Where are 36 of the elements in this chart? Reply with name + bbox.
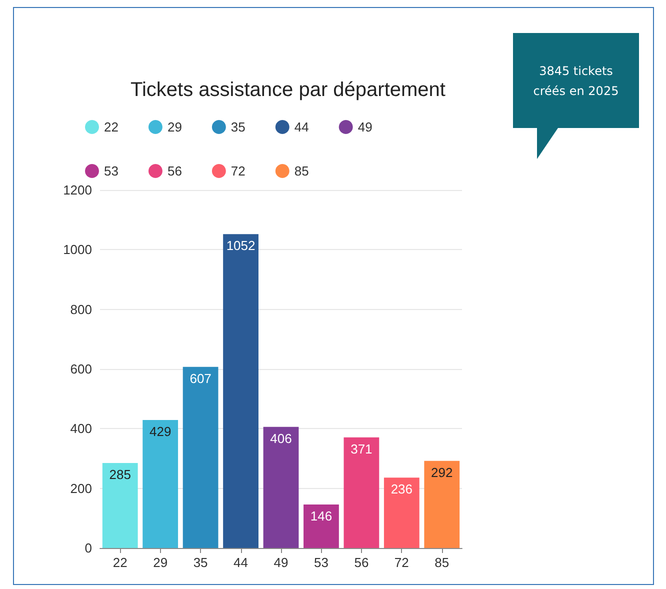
y-tick-label: 0: [84, 540, 92, 556]
legend-label: 44: [294, 120, 309, 134]
y-tick-label: 1200: [63, 182, 92, 198]
y-tick-label: 1000: [63, 242, 92, 258]
y-tick-label: 600: [70, 362, 92, 376]
chart-title: Tickets assistance par département: [130, 79, 446, 101]
data-label: 429: [149, 424, 172, 440]
legend-label: 49: [358, 120, 372, 134]
data-label: 607: [190, 370, 212, 386]
legend-label: 29: [167, 120, 182, 134]
x-tick-label: 56: [354, 555, 369, 570]
x-tick-label: 35: [193, 555, 208, 570]
text: 3845 tickets créés en 2025: [532, 62, 620, 100]
data-label: 1052: [226, 238, 256, 254]
x-tick-label: 85: [434, 555, 450, 570]
x-tick-label: 44: [234, 555, 248, 570]
data-label: 292: [431, 464, 453, 480]
legend-label: 35: [230, 120, 246, 134]
y-tick-label: 800: [70, 302, 92, 317]
data-label: 236: [390, 482, 413, 497]
x-tick-label: 29: [153, 555, 168, 570]
data-label: 146: [310, 508, 332, 524]
legend-label: 22: [104, 120, 118, 134]
legend-label: 85: [294, 164, 309, 178]
y-tick-label: 200: [70, 480, 92, 496]
data-label: 371: [350, 441, 372, 456]
x-tick-label: 22: [112, 555, 128, 570]
legend-label: 56: [167, 164, 182, 178]
x-tick-label: 49: [274, 555, 288, 570]
x-tick-label: 72: [394, 555, 409, 570]
legend-label: 72: [230, 164, 246, 178]
x-tick-label: 53: [314, 555, 328, 570]
data-label: 406: [270, 430, 292, 446]
y-tick-label: 400: [70, 421, 92, 436]
legend-label: 53: [104, 164, 118, 178]
data-label: 285: [109, 466, 131, 482]
